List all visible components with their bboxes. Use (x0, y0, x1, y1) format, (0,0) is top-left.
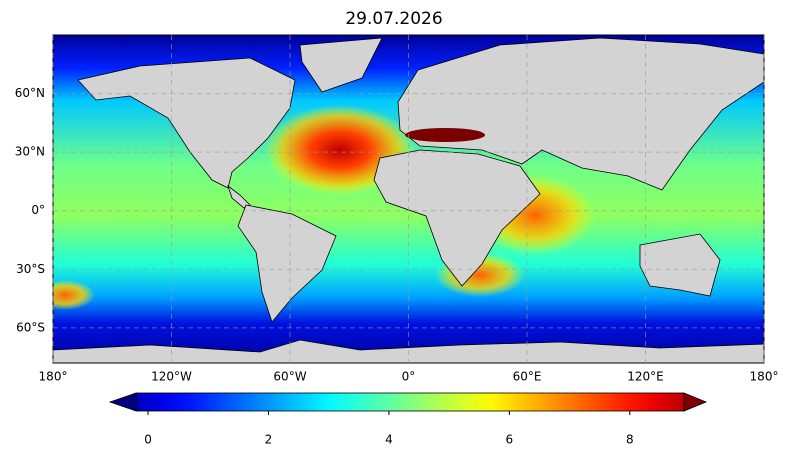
colorbar-tick-label: 0 (144, 433, 152, 447)
colorbar-tick-label: 2 (265, 433, 273, 447)
colorbar-tick-label: 4 (385, 433, 393, 447)
x-tick-label: 60°W (273, 370, 306, 384)
y-tick-label: 30°S (16, 262, 45, 276)
colorbar-frame (135, 392, 685, 412)
x-tick-label: 180° (750, 370, 779, 384)
y-tick-label: 60°S (16, 320, 45, 334)
land-africa (373, 149, 541, 287)
y-tick-label: 60°N (15, 86, 45, 100)
x-tick-label: 120°W (151, 370, 192, 384)
land-north-america (77, 57, 296, 189)
x-tick-label: 120°E (627, 370, 664, 384)
colorbar-extend-min (108, 392, 137, 412)
x-tick-label: 180° (39, 370, 68, 384)
x-tick-label: 0° (402, 370, 416, 384)
map-title: 29.07.2026 (345, 9, 442, 29)
colorbar-tick-label: 6 (506, 433, 514, 447)
x-tick-label: 60°E (513, 370, 542, 384)
colorbar-tick-label: 8 (626, 433, 634, 447)
warm-region (53, 280, 95, 310)
land-greenland (299, 37, 383, 93)
y-tick-label: 30°N (15, 145, 45, 159)
colorbar (136, 393, 684, 411)
colorbar-extend-max (683, 392, 708, 412)
land-south-america (237, 204, 337, 323)
y-tick-label: 0° (31, 203, 45, 217)
mediterranean (405, 128, 485, 142)
map-area (53, 35, 764, 363)
